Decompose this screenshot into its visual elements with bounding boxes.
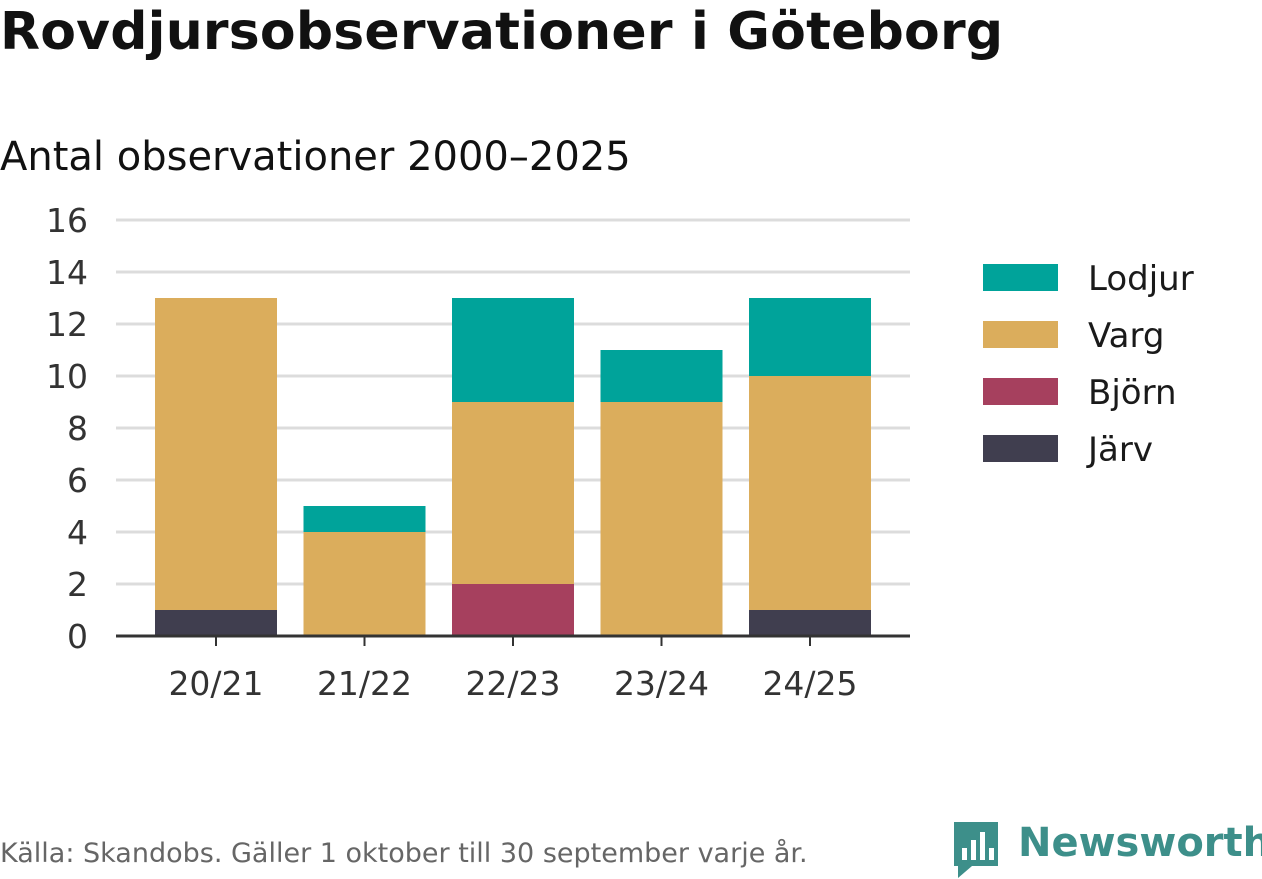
y-tick-label: 0 [67, 617, 88, 656]
bar-segment-järv [749, 610, 871, 636]
legend-swatch-lodjur [983, 264, 1058, 291]
legend-swatch-järv [983, 435, 1058, 462]
bars [155, 298, 871, 636]
y-tick-label: 6 [67, 461, 88, 500]
legend: Lodjur Varg Björn Järv [983, 259, 1194, 470]
bar-segment-varg [749, 376, 871, 610]
y-tick-label: 10 [46, 357, 88, 396]
y-tick-label: 2 [67, 565, 88, 604]
x-tick-label: 23/24 [614, 664, 709, 703]
bar-segment-björn [452, 584, 574, 636]
brand-name: Newsworthy [1018, 820, 1262, 866]
newsworthy-icon [954, 822, 998, 878]
newsworthy-logo: Newsworthy [950, 818, 1262, 878]
x-tick-label: 24/25 [762, 664, 857, 703]
bar-segment-lodjur [600, 350, 723, 402]
bar-segment-lodjur [749, 298, 871, 376]
x-axis-ticks: 20/21 21/22 22/23 23/24 24/25 [168, 636, 858, 703]
bar-segment-varg [155, 298, 277, 610]
bar-segment-lodjur [452, 298, 574, 402]
y-tick-label: 14 [46, 253, 88, 292]
x-tick-label: 22/23 [465, 664, 560, 703]
bar-segment-varg [600, 402, 723, 636]
x-tick-label: 21/22 [317, 664, 412, 703]
bar-segment-lodjur [303, 506, 426, 532]
legend-label: Lodjur [1088, 259, 1194, 299]
y-axis-ticks: 0 2 4 6 8 10 12 14 16 [46, 201, 88, 656]
x-tick-label: 20/21 [168, 664, 263, 703]
bar-segment-varg [452, 402, 574, 584]
legend-label: Björn [1088, 373, 1177, 413]
legend-swatch-varg [983, 321, 1058, 348]
bar-segment-järv [155, 610, 277, 636]
legend-swatch-björn [983, 378, 1058, 405]
chart-subtitle: Antal observationer 2000–2025 [0, 134, 631, 180]
legend-label: Varg [1088, 316, 1164, 356]
y-tick-label: 8 [67, 409, 88, 448]
legend-label: Järv [1086, 430, 1153, 470]
bar-segment-varg [303, 532, 426, 636]
y-tick-label: 4 [67, 513, 88, 552]
source-note: Källa: Skandobs. Gäller 1 oktober till 3… [0, 838, 808, 869]
chart-title: Rovdjursobservationer i Göteborg [0, 2, 1004, 62]
y-tick-label: 16 [46, 201, 88, 240]
y-tick-label: 12 [46, 305, 88, 344]
